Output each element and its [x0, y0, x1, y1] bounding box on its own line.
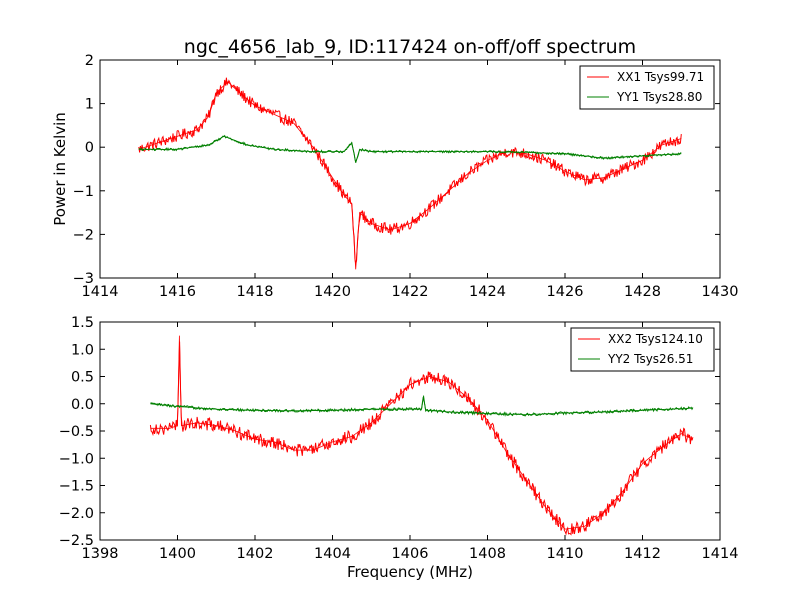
series-anchor-line-1-1: [138, 81, 682, 270]
x-tick-label: 1406: [392, 546, 429, 562]
series-line-1-2: [138, 134, 682, 163]
y-tick-label: 0: [85, 140, 94, 156]
y-tick-label: −1.0: [59, 451, 94, 467]
legend-box-1: [579, 65, 715, 110]
y-tick-label: −2.5: [59, 533, 94, 549]
x-axis-label-bottom: Frequency (MHz): [347, 563, 473, 581]
legend-label: YY2 Tsys26.51: [607, 352, 693, 366]
legend-label: YY1 Tsys28.80: [616, 90, 702, 104]
top-panel: 1414 1416 1418 1420 1422 1424 1426 1428 1430 2 1 0 −…: [73, 53, 739, 300]
series-anchor-line-2-2: [150, 395, 693, 416]
series-anchor-line-1-2: [138, 135, 682, 163]
x-tick-label: 1414: [82, 284, 119, 300]
y-tick-label: −2.0: [59, 506, 94, 522]
x-tick-label: 1402: [237, 546, 274, 562]
x-tick-label: 1430: [702, 284, 739, 300]
x-tick-label: 1426: [547, 284, 584, 300]
y-tick-label: 2: [85, 53, 94, 69]
legend-label: XX2 Tsys124.10: [608, 332, 703, 346]
y-tick-label: 0.0: [71, 397, 94, 413]
x-tick-label: 1420: [314, 284, 351, 300]
series-line-2-1: [149, 341, 694, 536]
x-tick-label: 1414: [702, 546, 739, 562]
x-tick-label: 1408: [469, 546, 506, 562]
y-tick-label: 1.5: [71, 315, 94, 331]
x-tick-label: 1398: [82, 546, 119, 562]
series-anchor-line-2-1: [150, 335, 694, 530]
legend-label: XX1 Tsys99.71: [617, 70, 704, 84]
x-tick-label: 1400: [159, 546, 196, 562]
y-tick-label: −1: [73, 184, 94, 200]
y-tick-label: 1.0: [71, 342, 94, 358]
chart-title: ngc_4656_lab_9, ID:117424 on-off/off spe…: [184, 36, 636, 58]
y-tick-label: −0.5: [59, 424, 94, 440]
x-tick-label: 1412: [624, 546, 661, 562]
y-tick-label: −3: [73, 271, 94, 287]
series-line-1-1: [138, 77, 682, 265]
x-tick-label: 1424: [469, 284, 506, 300]
x-tick-label: 1410: [547, 546, 584, 562]
x-tick-label: 1404: [314, 546, 351, 562]
y-tick-label: 1: [85, 97, 94, 113]
y-tick-label: −2: [73, 227, 94, 243]
x-tick-label: 1428: [624, 284, 661, 300]
y-tick-label: 0.5: [71, 370, 94, 386]
x-tick-label: 1416: [159, 284, 196, 300]
legend-box-2: [570, 327, 715, 372]
x-tick-label: 1418: [237, 284, 274, 300]
x-tick-label: 1422: [392, 284, 429, 300]
bottom-panel: 1398 1400 1402 1404 1406 1408 1410 1412 1414 1.5 1…: [59, 315, 739, 562]
y-tick-label: −1.5: [59, 479, 94, 495]
y-axis-label-top: Power in Kelvin: [51, 112, 69, 226]
